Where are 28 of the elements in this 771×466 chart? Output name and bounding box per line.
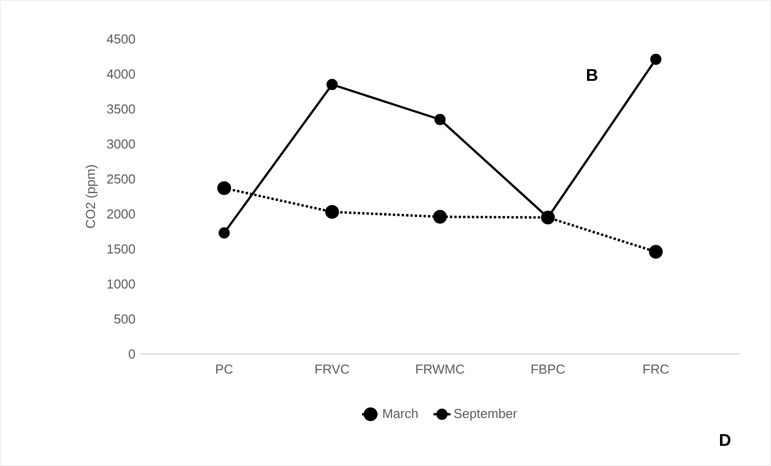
x-tick-label: PC (216, 364, 233, 374)
legend-label: March (383, 408, 418, 418)
point (650, 54, 662, 65)
y-tick-label: 4000 (106, 69, 135, 79)
point (218, 227, 230, 238)
y-tick-label: 1000 (108, 279, 135, 289)
x-tick-label: FBPC (532, 364, 565, 374)
y-tick-label: 4500 (106, 34, 135, 44)
y-tick-label: 3000 (107, 139, 135, 149)
annotation: B (587, 69, 598, 81)
x-tick-label: FRVC (316, 364, 350, 374)
point (325, 205, 339, 219)
y-tick-label: 500 (114, 314, 135, 324)
x-tick-label: FRC (644, 364, 669, 374)
point (434, 114, 446, 126)
y-axis-title: CO2 (ppm) (86, 165, 98, 228)
legend-label: September (454, 408, 517, 421)
y-tick-label: 3500 (107, 104, 135, 114)
point (217, 181, 232, 195)
point (326, 78, 338, 90)
y-tick-label: 2000 (107, 209, 135, 219)
point (648, 244, 663, 259)
y-tick-label: 1500 (108, 244, 135, 254)
text: D (720, 434, 730, 446)
x-tick-label: FRWMC (416, 364, 464, 374)
point (433, 210, 447, 224)
y-tick-label: 0 (128, 349, 135, 359)
y-tick-label: 2500 (107, 174, 135, 184)
